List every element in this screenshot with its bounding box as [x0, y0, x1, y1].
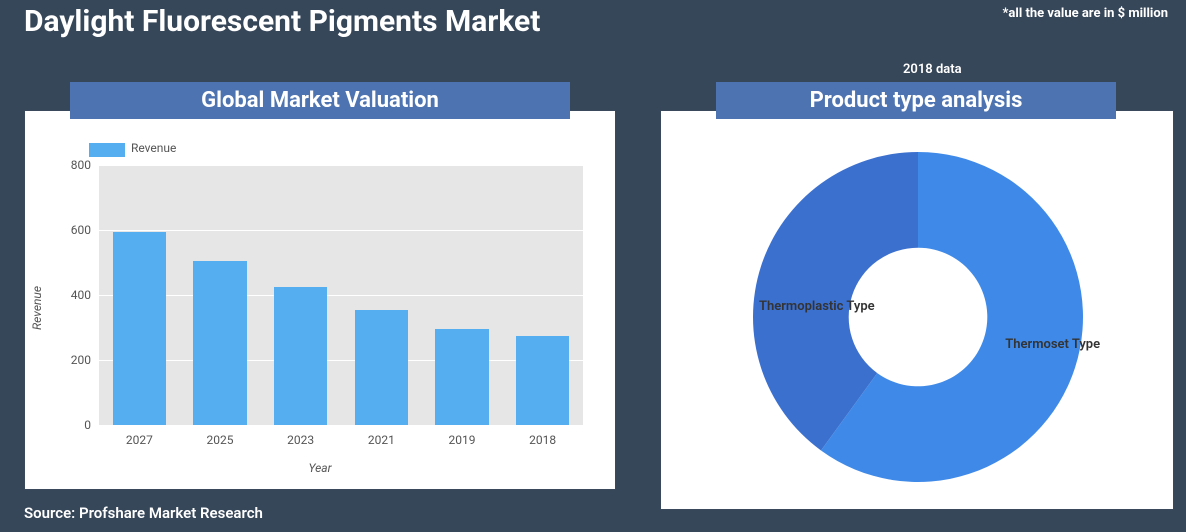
bar	[113, 232, 166, 425]
grid-line	[99, 425, 583, 426]
pie-slice-label: Thermoplastic Type	[759, 299, 875, 314]
y-tick-label: 0	[51, 418, 91, 432]
x-tick-label: 2019	[449, 433, 476, 447]
x-axis-label: Year	[39, 461, 601, 475]
x-tick-label: 2025	[207, 433, 234, 447]
bar-chart-panel: Revenue Revenue Year 0 200 400 600 800 2027 20…	[24, 110, 616, 490]
pie-subtitle: 2018 data	[903, 62, 962, 77]
bar-chart: Revenue Revenue Year 0200400600800202720…	[39, 137, 601, 479]
pie-chart-header: Product type analysis	[716, 82, 1116, 119]
bar	[355, 310, 408, 425]
grid-line	[99, 295, 583, 296]
pie-chart-panel: Thermoplastic Type Thermoset Type	[660, 110, 1174, 510]
donut-svg	[661, 131, 1175, 511]
pie-slice-label: Thermoset Type	[1005, 337, 1100, 352]
bar	[193, 261, 246, 425]
y-tick-label: 600	[51, 223, 91, 237]
grid-line	[99, 360, 583, 361]
grid-line	[99, 230, 583, 231]
page-title: Daylight Fluorescent Pigments Market	[24, 4, 540, 39]
x-tick-label: 2027	[126, 433, 153, 447]
y-axis-label: Revenue	[30, 286, 44, 330]
x-tick-label: 2021	[368, 433, 395, 447]
bar-chart-header: Global Market Valuation	[70, 82, 570, 119]
bar	[435, 329, 488, 425]
y-tick-label: 400	[51, 288, 91, 302]
value-disclaimer: *all the value are in $ million	[1003, 6, 1168, 21]
pie-chart: Thermoplastic Type Thermoset Type	[661, 131, 1173, 509]
x-tick-label: 2023	[287, 433, 314, 447]
legend-swatch	[89, 143, 125, 157]
grid-line	[99, 165, 583, 166]
y-tick-label: 200	[51, 353, 91, 367]
bar	[274, 287, 327, 425]
legend-label: Revenue	[131, 141, 176, 155]
plot-area	[99, 165, 583, 425]
y-tick-label: 800	[51, 158, 91, 172]
x-tick-label: 2018	[529, 433, 556, 447]
bar	[516, 336, 569, 425]
source-text: Source: Profshare Market Research	[24, 504, 263, 522]
